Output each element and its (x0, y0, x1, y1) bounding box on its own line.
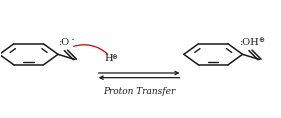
Text: $\oplus$: $\oplus$ (258, 35, 265, 44)
Text: H: H (104, 55, 113, 63)
Text: Proton Transfer: Proton Transfer (103, 87, 175, 96)
Text: :OH: :OH (240, 38, 259, 47)
Text: ·: · (71, 34, 75, 47)
Text: :O: :O (59, 38, 70, 47)
Text: $\oplus$: $\oplus$ (111, 52, 118, 61)
FancyArrowPatch shape (74, 45, 107, 54)
